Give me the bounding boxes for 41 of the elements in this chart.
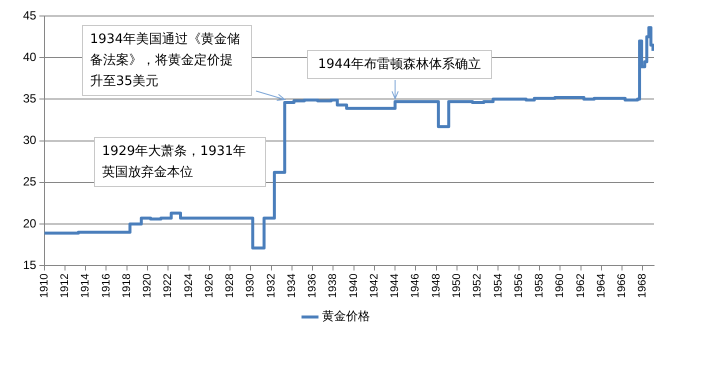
x-tick-label: 1914 <box>80 274 92 298</box>
x-tick-label: 1922 <box>162 274 174 298</box>
x-tick-label: 1964 <box>595 274 608 298</box>
y-tick-label: 45 <box>22 8 37 22</box>
x-tick-label: 1948 <box>430 274 442 298</box>
x-tick-label: 1952 <box>472 274 484 298</box>
x-tick-label: 1916 <box>100 274 112 298</box>
x-tick-label: 1956 <box>512 274 525 298</box>
y-tick-label: 30 <box>22 133 37 148</box>
x-tick-label: 1936 <box>306 274 319 298</box>
annotation: 1929年大萧条，1931年英国放弃金本位 <box>94 137 266 187</box>
y-tick-label: 40 <box>22 50 37 64</box>
legend-label: 黄金价格 <box>322 309 370 324</box>
x-tick-label: 1938 <box>327 274 340 298</box>
x-tick-label: 1946 <box>410 274 422 298</box>
x-tick-label: 1944 <box>389 274 402 298</box>
x-tick-label: 1930 <box>244 274 257 298</box>
x-tick-label: 1926 <box>203 274 216 298</box>
x-tick-label: 1962 <box>574 274 587 298</box>
x-tick-label: 1960 <box>554 274 566 298</box>
x-tick-label: 1924 <box>182 274 195 298</box>
y-tick-label: 25 <box>22 174 37 189</box>
x-tick-label: 1918 <box>120 274 133 298</box>
annotation: 1944年布雷顿森林体系确立 <box>307 50 492 79</box>
x-tick-label: 1942 <box>368 274 380 298</box>
x-tick-label: 1968 <box>636 274 649 298</box>
x-tick-label: 1950 <box>451 274 464 298</box>
x-tick-label: 1920 <box>142 274 154 298</box>
annotation: 1934年美国通过《黄金储备法案》，将黄金定价提升至35美元 <box>82 25 252 96</box>
y-tick-label: 20 <box>22 216 37 230</box>
y-tick-label: 35 <box>22 91 37 106</box>
x-tick-label: 1958 <box>534 274 546 298</box>
x-tick-label: 1934 <box>286 274 298 298</box>
x-tick-label: 1928 <box>224 274 236 298</box>
x-tick-label: 1954 <box>492 274 504 298</box>
x-tick-label: 1912 <box>59 274 72 298</box>
x-tick-label: 1966 <box>616 274 628 298</box>
x-tick-label: 1932 <box>265 274 278 298</box>
y-tick-label: 15 <box>22 258 37 272</box>
x-tick-label: 1940 <box>348 274 360 298</box>
x-tick-label: 1910 <box>38 274 50 298</box>
